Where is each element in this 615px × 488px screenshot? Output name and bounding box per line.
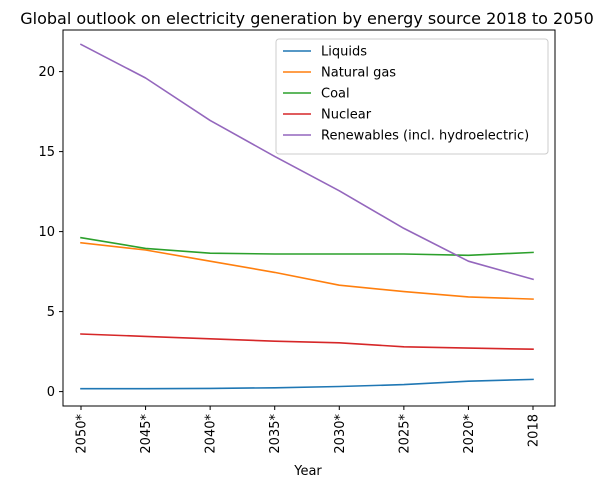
y-tick-label: 0 — [47, 385, 55, 400]
legend-box — [275, 38, 549, 155]
legend-label: Nuclear — [321, 108, 372, 123]
axes-layer: 0 5 10 15 20 2050* 2045* 2040* 2035* 2030* 2025* 20… — [38, 65, 541, 453]
series-line-5 — [79, 43, 534, 281]
x-tick-label: 2020* — [462, 414, 477, 454]
y-tick-label: 15 — [38, 145, 55, 160]
legend-label: Coal — [321, 87, 350, 102]
legend: Liquids Natural gas Coal Nuclear Renewables … — [275, 38, 549, 155]
series-layer — [79, 43, 534, 390]
x-tick-label: 2040* — [204, 414, 219, 454]
x-tick-label: 2030* — [333, 414, 348, 454]
x-tick-label: 2035* — [268, 414, 283, 454]
x-tick-label: 2045* — [139, 414, 154, 454]
y-tick-label: 10 — [38, 225, 55, 240]
series-line-2 — [80, 241, 534, 300]
legend-label: Renewables (incl. hydroelectric) — [321, 129, 529, 144]
x-tick-label: 2025* — [397, 414, 412, 454]
x-tick-label: 2018 — [527, 414, 542, 447]
series-line-3 — [80, 236, 534, 257]
series-line-1 — [80, 378, 534, 390]
x-tick-label: 2050* — [75, 414, 90, 454]
series-line-4 — [80, 333, 534, 351]
plot-frame — [62, 29, 556, 407]
chart-title: Global outlook on electricity generation… — [20, 9, 594, 28]
legend-label: Liquids — [321, 45, 367, 60]
x-axis-label: Year — [293, 464, 322, 479]
legend-label: Natural gas — [321, 66, 396, 81]
y-tick-label: 5 — [47, 305, 55, 320]
y-tick-label: 20 — [38, 65, 55, 80]
